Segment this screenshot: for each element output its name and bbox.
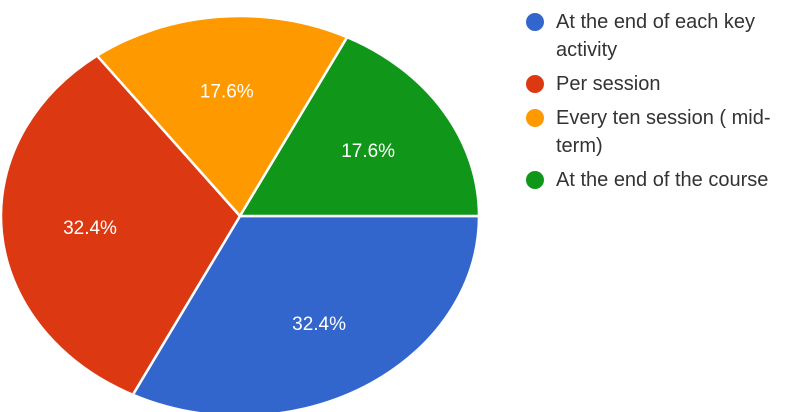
pie-slice[interactable] <box>0 54 242 397</box>
slice-value-label: 32.4% <box>292 314 346 335</box>
slice-value-label: 17.6% <box>341 141 395 162</box>
legend-swatch <box>526 13 544 31</box>
legend-item[interactable]: Every ten session ( mid-term) <box>512 104 782 160</box>
slice-value-label: 17.6% <box>200 81 254 102</box>
legend-swatch <box>526 75 544 93</box>
legend-swatch <box>526 109 544 127</box>
legend-label: Per session <box>556 73 661 95</box>
pie-slice[interactable] <box>95 14 349 219</box>
legend: At the end of each key activity Per sess… <box>512 8 782 200</box>
legend-swatch <box>526 171 544 189</box>
legend-item[interactable]: At the end of each key activity <box>512 8 782 64</box>
legend-item[interactable]: Per session <box>512 70 782 98</box>
legend-label: Every ten session ( mid-term) <box>556 107 771 157</box>
pie-svg: 32.4% 32.4% 17.6% 17.6% <box>0 14 481 412</box>
legend-label: At the end of each key activity <box>556 11 756 61</box>
legend-item[interactable]: At the end of the course <box>512 166 782 194</box>
pie-slice[interactable] <box>237 35 481 218</box>
slice-value-label: 32.4% <box>63 218 117 239</box>
legend-label: At the end of the course <box>556 169 769 191</box>
pie-slice[interactable] <box>131 214 481 412</box>
